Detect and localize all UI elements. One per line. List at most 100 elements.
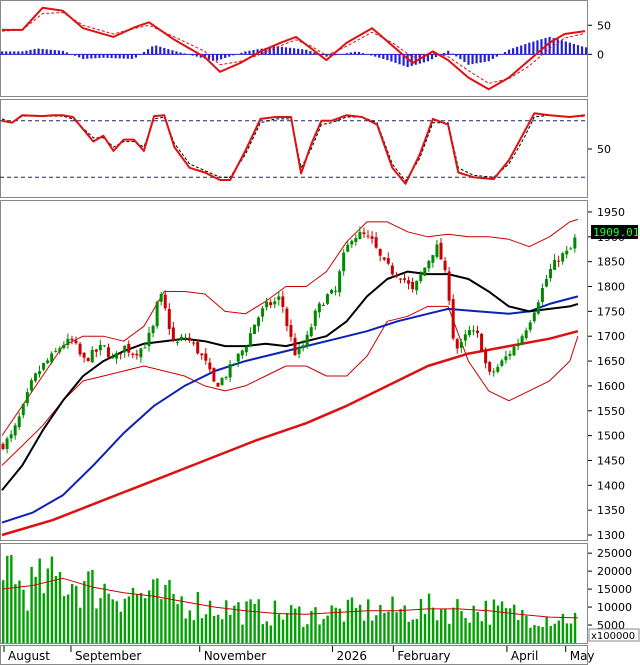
candle-body [167,309,171,329]
candle-body [74,340,78,344]
price-tick-label: 1600 [597,380,625,393]
candle-body [58,348,62,352]
macd-histogram-bar [106,54,109,58]
time-tick-label: 2026 [337,649,368,663]
volume-bar [103,583,106,643]
volume-unit-text: x100000 [591,631,635,642]
volume-bar [338,608,342,643]
candle-body [277,296,281,300]
moving-average-red [1,329,579,537]
macd-panel-frame [0,0,588,97]
price-tick-label: 1750 [597,305,625,318]
price-tick-label: 1650 [597,355,625,368]
volume-bar [172,593,175,643]
candle-body [480,333,484,353]
volume-bar [212,615,216,643]
macd-histogram-bar [211,54,215,61]
volume-bar [496,605,500,643]
volume-bar [200,618,204,643]
candle-body [9,434,13,439]
oscillator-signal-line [1,114,586,182]
volume-bar [79,607,82,643]
macd-histogram-bar [5,51,8,55]
volume-bar [484,600,488,643]
candle-body [370,236,374,239]
volume-tick-label: 10000 [597,601,632,614]
macd-histogram-bar [455,54,458,57]
candle-body [471,330,475,332]
candle-body [540,288,544,303]
volume-bar [184,618,187,643]
volume-bar [521,610,524,643]
candle-body [536,302,540,314]
macd-signal-line [1,12,586,84]
price-tick-label: 1350 [597,504,625,517]
volume-bar [350,597,354,643]
volume-bar [281,619,285,643]
macd-histogram-bar [321,54,324,56]
volume-bar [253,603,256,643]
volume-bar [34,576,37,643]
volume-bar [241,624,244,643]
volume-bar [160,599,163,643]
candle-body [455,339,459,349]
candle-body [273,301,277,305]
candle-body [98,344,102,351]
candle-body [451,299,455,339]
macd-histogram-bar [147,49,150,55]
volume-bar [476,611,479,643]
candle-body [366,235,370,237]
volume-bar [326,615,329,643]
candle-body [269,302,273,306]
macd-histogram-bar [576,45,580,55]
candle-body [553,259,557,270]
macd-histogram-bar [568,42,571,55]
volume-bar [123,598,127,643]
last-price-label: 1909.010 [591,225,640,239]
volume-bar [30,566,33,643]
candle-body [127,343,131,353]
volume-bar [204,614,208,643]
candle-body [398,278,402,280]
candle-body [386,258,390,264]
volume-bar [115,601,118,643]
candle-body [305,334,309,347]
macd-histogram-bar [459,54,462,60]
macd-histogram-bar [479,54,482,63]
candle-body [106,347,110,358]
macd-histogram-bar [512,48,515,55]
volume-bar [62,596,66,643]
candle-body [573,237,577,249]
candle-body [111,357,115,359]
candle-body [338,271,342,293]
volume-bar [395,612,398,643]
macd-tick-label: 0 [597,48,604,61]
volume-bar [75,585,78,643]
macd-histogram-bar [406,54,409,68]
candle-body [516,343,520,347]
candle-body [463,334,467,341]
macd-histogram-bar [386,54,389,61]
candle-body [423,267,427,276]
macd-histogram-bar [353,51,357,55]
candle-body [17,416,21,428]
candle-body [528,322,532,330]
candle-body [216,382,220,387]
macd-histogram-bar [357,51,361,55]
volume-bar [480,621,483,643]
candle-body [66,338,70,346]
candle-body [281,296,285,307]
volume-bar [513,604,516,643]
volume-bar [383,612,386,643]
candle-body [467,330,471,336]
volume-bar [399,608,402,643]
macd-histogram-bar [21,51,24,55]
volume-bar [407,621,410,643]
macd-histogram-bar [491,54,494,59]
volume-bar [517,619,520,643]
candle-body [325,294,329,304]
volume-bar [569,623,573,643]
macd-histogram-bar [175,51,178,55]
volume-bar [66,594,70,643]
